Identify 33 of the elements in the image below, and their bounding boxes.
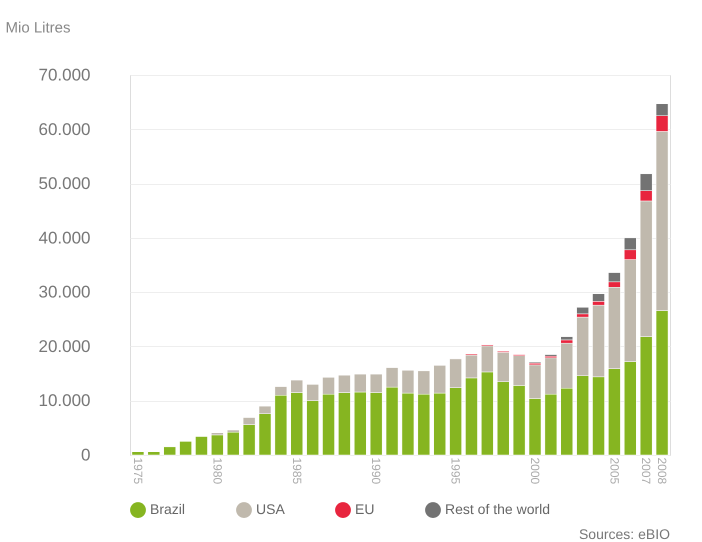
bar [163,446,176,456]
x-tick-label: 2008 [655,458,670,485]
x-tick-label: 1985 [290,458,304,485]
x-tick-label: 2005 [607,458,622,485]
y-tick-label: 40.000 [38,228,90,248]
legend-label: Brazil [150,501,186,518]
x-tick-label: 1990 [369,458,384,485]
y-tick-label: 20.000 [38,336,90,356]
x-tick-label: 1995 [448,458,463,485]
y-tick-label: 10.000 [38,391,90,410]
bar [195,436,208,456]
bar [592,294,605,302]
bar [226,432,240,456]
y-tick-label: 50.000 [38,174,90,194]
bar [560,336,574,340]
x-tick-label: 2007 [639,458,654,485]
legend-label: EU [355,501,374,518]
y-tick-label: 30.000 [38,282,90,302]
y-axis-title: Mio Litres [6,20,71,36]
x-tick-label: 1975 [130,458,145,485]
bar [211,434,224,456]
legend-label: Rest of the world [445,501,550,518]
source-note: Sources: eBIO [578,526,670,542]
bar [148,451,160,456]
bar [576,307,589,314]
x-tick-label: 1980 [210,458,224,485]
bar [132,451,144,456]
bar [179,441,192,456]
y-tick-label: 60.000 [38,120,90,139]
x-tick-label: 2000 [528,458,542,485]
y-tick-label: 70.000 [38,66,90,84]
y-tick-label: 0 [81,446,90,464]
legend-label: USA [256,501,286,518]
